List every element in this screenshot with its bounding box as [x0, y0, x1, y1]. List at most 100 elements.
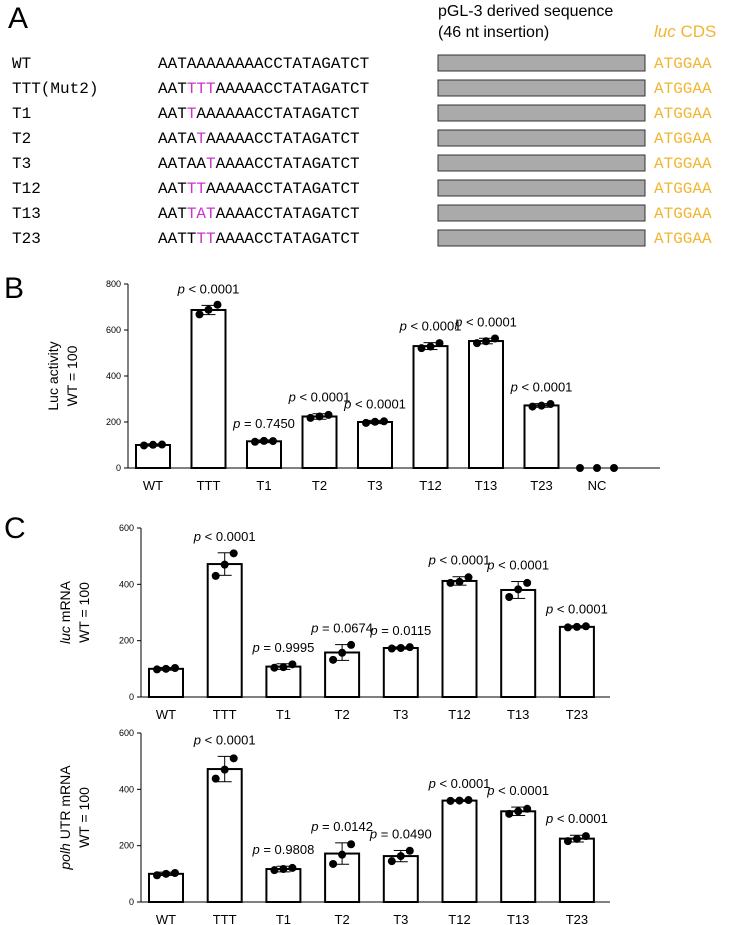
- data-point: [523, 578, 532, 587]
- p-value-text: = 0.7450: [240, 416, 295, 431]
- y-axis-label-line2: WT = 100: [64, 345, 80, 406]
- p-value-text: = 0.9995: [260, 640, 315, 655]
- p-value-text: < 0.0001: [201, 732, 256, 747]
- bar: [246, 440, 282, 470]
- seq-row: T2 AATATAAAAACCTATAGATCT ATGGAA: [12, 129, 712, 148]
- p-value-label: p = 0.9808: [251, 842, 314, 857]
- data-point: [347, 640, 356, 649]
- p-value-label: p < 0.0001: [288, 390, 351, 405]
- data-point: [213, 300, 222, 309]
- seq-row-name: T12: [12, 180, 41, 198]
- p-value-text: < 0.0001: [201, 529, 256, 544]
- p-symbol: p: [310, 819, 318, 834]
- data-point: [572, 834, 581, 843]
- bar: [206, 768, 243, 904]
- seq-row: TTT(Mut2) AATTTTAAAAACCTATAGATCT ATGGAA: [12, 79, 712, 98]
- p-symbol: p: [428, 776, 436, 791]
- p-value-label: p = 0.0674: [310, 621, 373, 636]
- bar: [357, 421, 393, 469]
- x-tick-label: T23: [566, 707, 588, 722]
- p-value-label: p < 0.0001: [454, 314, 517, 329]
- x-tick-label: T1: [276, 707, 291, 722]
- bar: [301, 415, 338, 470]
- luc-cds-sequence: ATGGAA: [654, 230, 712, 248]
- seq-row: T13 AATTATAAAACCTATAGATCT ATGGAA: [12, 204, 712, 223]
- y-axis-label-text: UTR mRNA: [57, 765, 73, 843]
- data-point: [482, 337, 490, 346]
- seq-row: T1 AATTAAAAAACCTATAGATCT ATGGAA: [12, 104, 712, 123]
- p-value-label: p < 0.0001: [486, 558, 549, 573]
- y-axis-label-line2: WT = 100: [76, 582, 92, 643]
- seq-row-name: T3: [12, 155, 31, 173]
- seq-part-post: AAAAACCTATAGATCT: [216, 80, 370, 98]
- cds-header-italic: luc: [654, 22, 676, 41]
- seq-part-post: AAAACCTATAGATCT: [216, 230, 360, 248]
- seq-row-name: T2: [12, 130, 31, 148]
- x-tick-label: T2: [335, 707, 350, 722]
- p-value-text: = 0.0142: [318, 819, 373, 834]
- panel-a-letter: A: [8, 2, 28, 35]
- insertion-box: [437, 154, 646, 172]
- bar: [382, 646, 419, 698]
- insertion-box: [437, 129, 646, 147]
- p-value-label: p < 0.0001: [343, 396, 406, 411]
- seq-part-highlight: T: [196, 130, 206, 148]
- p-symbol: p: [343, 396, 351, 411]
- data-point: [546, 400, 555, 409]
- data-point: [505, 593, 514, 602]
- p-value-label: p = 0.7450: [232, 416, 295, 431]
- y-tick-label: 400: [119, 579, 134, 589]
- data-point: [279, 663, 288, 672]
- data-point: [380, 417, 388, 426]
- data-point: [153, 665, 161, 674]
- data-point: [593, 464, 601, 472]
- y-axis-label: polh UTR mRNA: [57, 765, 73, 871]
- y-tick-label: 600: [119, 728, 134, 738]
- data-point: [162, 869, 170, 878]
- x-tick-label: T2: [335, 912, 350, 925]
- x-tick-label: WT: [156, 912, 176, 925]
- y-axis-label-text: Luc activity: [45, 341, 61, 410]
- x-tick-label: TTT: [213, 707, 237, 722]
- bar: [523, 404, 560, 470]
- p-value-text: < 0.0001: [436, 776, 491, 791]
- seq-row-name: T13: [12, 205, 41, 223]
- y-tick-label: 200: [119, 636, 134, 646]
- insertion-box: [437, 204, 646, 222]
- seq-row-name: TTT(Mut2): [12, 80, 98, 98]
- p-value-text: < 0.0001: [553, 811, 608, 826]
- seq-part-highlight: TT: [196, 230, 215, 248]
- data-point: [387, 857, 396, 866]
- data-point: [455, 577, 464, 586]
- luc-cds-sequence: ATGGAA: [654, 80, 712, 98]
- data-point: [563, 623, 572, 632]
- panel-b: B 0 200 400 600 800 Luc activity WT = 100 WT TTT…: [4, 272, 660, 493]
- p-value-label: p = 0.0490: [369, 826, 432, 841]
- seq-part-pre: AAT: [158, 80, 187, 98]
- seq-part-pre: AATAAAAAAAACCTATAGATCT: [158, 55, 369, 73]
- data-point: [581, 832, 590, 841]
- cds-header: luc CDS: [654, 22, 716, 41]
- seq-part-pre: AAT: [158, 180, 187, 198]
- data-point: [396, 852, 405, 861]
- p-value-text: = 0.0674: [318, 621, 373, 636]
- data-point: [572, 622, 581, 631]
- p-symbol: p: [251, 640, 259, 655]
- luc-cds-sequence: ATGGAA: [654, 55, 712, 73]
- y-axis-label-line2: WT = 100: [76, 787, 92, 848]
- y-tick-label: 200: [119, 841, 134, 851]
- data-point: [260, 436, 268, 445]
- data-point: [446, 796, 455, 805]
- bar: [265, 665, 302, 699]
- data-point: [347, 840, 356, 849]
- x-tick-label: T13: [475, 478, 497, 493]
- x-tick-label: T1: [256, 478, 271, 493]
- data-point: [405, 846, 414, 855]
- data-point: [473, 339, 481, 348]
- x-tick-label: T3: [393, 912, 408, 925]
- p-symbol: p: [486, 558, 494, 573]
- data-point: [446, 578, 455, 587]
- luc-cds-sequence: ATGGAA: [654, 105, 712, 123]
- data-point: [371, 417, 379, 426]
